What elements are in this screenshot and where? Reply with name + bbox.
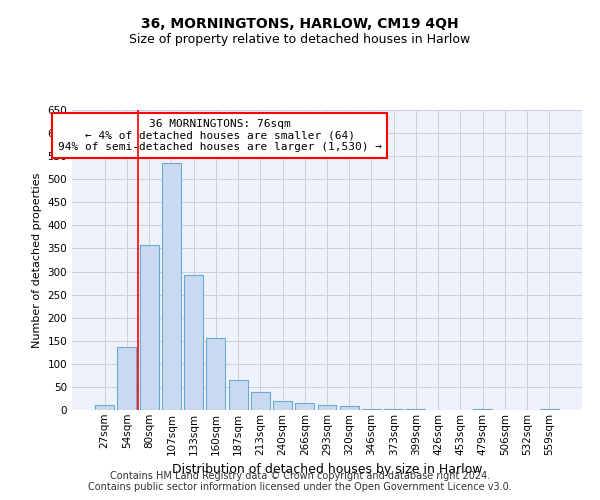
Bar	[118, 347, 136, 410]
Bar	[340, 406, 359, 410]
Bar	[251, 392, 270, 410]
Bar	[473, 408, 492, 410]
Bar	[540, 408, 559, 410]
Bar	[229, 380, 248, 410]
X-axis label: Distribution of detached houses by size in Harlow: Distribution of detached houses by size …	[172, 463, 482, 476]
Bar	[140, 245, 158, 410]
Bar	[184, 275, 203, 410]
Text: Size of property relative to detached houses in Harlow: Size of property relative to detached ho…	[130, 32, 470, 46]
Bar	[384, 409, 403, 410]
Text: 36, MORNINGTONS, HARLOW, CM19 4QH: 36, MORNINGTONS, HARLOW, CM19 4QH	[141, 18, 459, 32]
Bar	[362, 409, 381, 410]
Text: Contains HM Land Registry data © Crown copyright and database right 2024.
Contai: Contains HM Land Registry data © Crown c…	[88, 471, 512, 492]
Bar	[273, 401, 292, 410]
Bar	[295, 403, 314, 410]
Y-axis label: Number of detached properties: Number of detached properties	[32, 172, 42, 348]
Bar	[406, 409, 425, 410]
Bar	[206, 338, 225, 410]
Text: 36 MORNINGTONS: 76sqm
← 4% of detached houses are smaller (64)
94% of semi-detac: 36 MORNINGTONS: 76sqm ← 4% of detached h…	[58, 119, 382, 152]
Bar	[317, 406, 337, 410]
Bar	[162, 163, 181, 410]
Bar	[95, 406, 114, 410]
